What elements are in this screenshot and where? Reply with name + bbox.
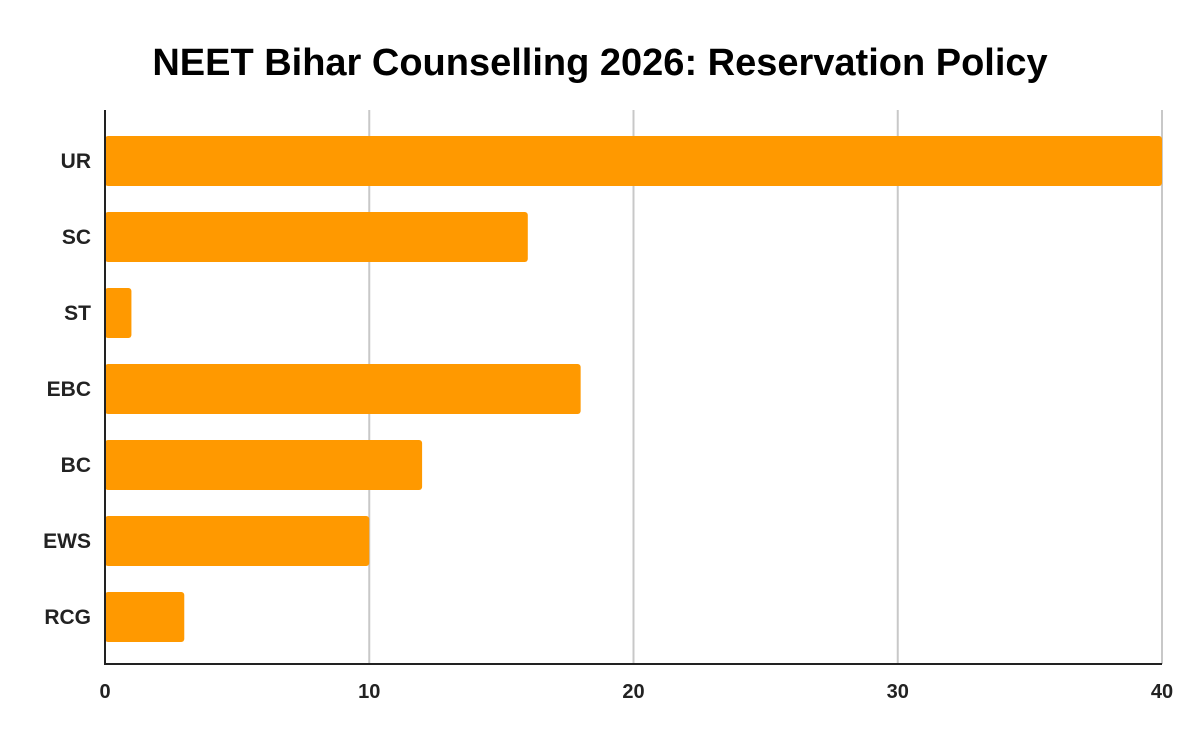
category-label-ur: UR (61, 150, 91, 173)
x-tick-label: 0 (99, 681, 110, 703)
category-labels: UR SC ST EBC BC EWS RCG (43, 150, 91, 629)
x-tick-labels: 0 10 20 30 40 (99, 681, 1173, 703)
category-label-rcg: RCG (44, 606, 91, 629)
bar-ews (105, 516, 370, 566)
bar-sc (105, 212, 528, 262)
bar-bc (105, 440, 423, 490)
x-tick-label: 10 (358, 681, 380, 703)
bars (105, 136, 1162, 642)
x-tick-label: 40 (1151, 681, 1173, 703)
bar-ebc (105, 364, 581, 414)
category-label-ebc: EBC (47, 378, 91, 401)
category-label-sc: SC (62, 226, 91, 249)
category-label-bc: BC (61, 454, 91, 477)
category-label-st: ST (64, 302, 91, 325)
category-label-ews: EWS (43, 530, 91, 553)
bar-ur (105, 136, 1162, 186)
x-tick-label: 30 (887, 681, 909, 703)
chart-title: NEET Bihar Counselling 2026: Reservation… (152, 42, 1047, 84)
bar-rcg (105, 592, 185, 642)
x-tick-label: 20 (622, 681, 644, 703)
bar-st (105, 288, 132, 338)
